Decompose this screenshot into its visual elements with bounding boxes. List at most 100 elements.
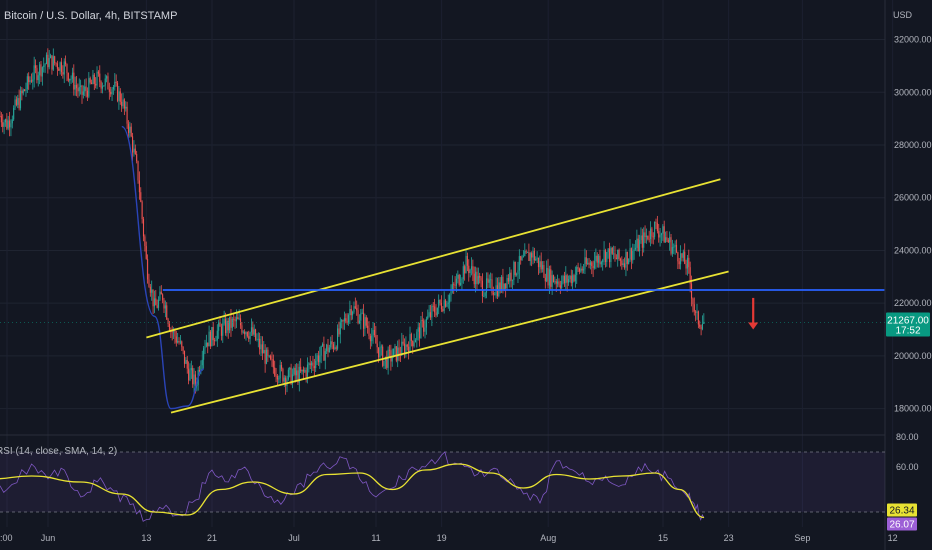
candle-body (304, 370, 306, 372)
candle-body (222, 323, 224, 336)
candle-body (643, 232, 645, 248)
candle-body (682, 251, 684, 258)
candle-body (239, 318, 242, 326)
candle-body (382, 346, 384, 366)
candle-body (123, 99, 125, 109)
candle-body (563, 275, 565, 284)
candle-body (447, 302, 449, 304)
candle-body (429, 312, 432, 318)
candle-body (10, 123, 12, 128)
candle-body (183, 350, 186, 364)
price-axis[interactable]: 18000.00 20000.00 22000.00 24000.00 26000.00… (894, 35, 932, 414)
candle-body (378, 347, 380, 358)
candle-body (697, 311, 699, 325)
candle-body (347, 315, 350, 323)
candle-body (159, 291, 161, 300)
candle-body (408, 346, 410, 352)
candle-body (157, 299, 160, 308)
candle-body (214, 340, 216, 342)
time-axis[interactable]: :00Jun1321Jul1119Aug1523Sep1220Oct (0, 533, 932, 543)
candle-body (580, 268, 582, 272)
symbol-title[interactable]: Bitcoin / U.S. Dollar, 4h, BITSTAMP (4, 10, 178, 22)
rsi-indicator-label[interactable]: RSI (14, close, SMA, 14, 2) (0, 446, 118, 457)
candle-body (641, 235, 643, 248)
candle-body (96, 71, 98, 86)
candle-body (334, 347, 336, 349)
candle-body (140, 192, 142, 202)
candle-body (237, 317, 239, 320)
candle-body (317, 355, 319, 363)
candle-body (66, 64, 68, 74)
candle-body (332, 344, 335, 349)
candle-body (282, 368, 284, 382)
candle-body (555, 281, 557, 284)
candle-body (125, 106, 127, 109)
time-tick-label: Jun (41, 533, 56, 543)
candle-body (684, 251, 686, 264)
current-price-value: 21267.00 (887, 316, 929, 327)
candle-body (205, 342, 207, 347)
candle-body (460, 282, 462, 285)
candle-body (194, 374, 196, 387)
candle-body (468, 265, 470, 274)
candle-body (101, 86, 104, 89)
candle-body (383, 360, 385, 366)
candle-body (121, 101, 123, 107)
candle-body (457, 274, 459, 279)
candle-body (394, 346, 396, 349)
candle-body (331, 341, 333, 345)
candle-body (435, 312, 437, 316)
candle-body (413, 342, 415, 347)
candle-body (670, 237, 672, 254)
candle-body (59, 62, 61, 71)
time-tick-label: 21 (207, 533, 217, 543)
candle-body (168, 323, 171, 331)
candle-body (226, 320, 228, 333)
candle-body (397, 347, 399, 361)
candle-body (686, 257, 688, 269)
candle-body (141, 201, 143, 220)
candle-body (118, 91, 120, 101)
candle-body (576, 267, 578, 275)
candle-body (220, 326, 222, 336)
candle-body (503, 283, 505, 290)
candle-body (517, 270, 519, 275)
rsi-tick-label: 80.00 (896, 432, 919, 442)
candle-body (581, 268, 583, 271)
rsi-band-fill (0, 452, 885, 512)
candle-body (559, 285, 561, 288)
candle-body (603, 250, 605, 260)
candle-body (626, 251, 628, 264)
candle-body (648, 238, 650, 240)
candle-body (230, 316, 232, 328)
candle-body (285, 377, 287, 387)
candle-body (531, 253, 533, 258)
candle-body (36, 68, 38, 81)
candle-body (634, 247, 637, 250)
candle-body (700, 326, 702, 330)
candle-body (136, 154, 138, 162)
candle-body (4, 119, 7, 123)
candle-body (88, 78, 90, 97)
candle-body (673, 246, 675, 248)
rsi-axis[interactable]: 80.00 60.00 (896, 432, 919, 472)
candle-body (439, 299, 441, 304)
candle-body (291, 374, 294, 385)
candle-body (164, 305, 166, 309)
candle-body (546, 267, 548, 282)
candle-body (216, 330, 218, 341)
candle-body (45, 54, 48, 65)
candle-body (308, 363, 310, 365)
candle-body (85, 86, 87, 91)
candle-body (656, 223, 658, 232)
candle-body (0, 116, 1, 117)
candle-body (328, 347, 330, 353)
candle-body (592, 265, 594, 269)
candle-body (524, 251, 526, 257)
candle-body (297, 370, 299, 383)
current-price-badge (886, 312, 930, 337)
candle-body (28, 76, 30, 83)
candle-body (235, 317, 237, 322)
